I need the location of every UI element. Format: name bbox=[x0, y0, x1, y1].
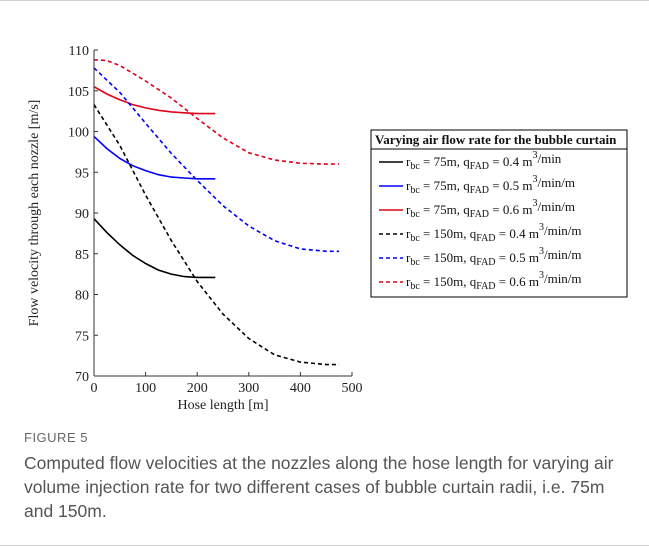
top-rule bbox=[0, 0, 649, 1]
axes: 0 100 200 300 400 500 70 75 80 85 90 95 100 105 110 Hos… bbox=[27, 44, 363, 413]
legend-entry-3: rbc = 75m, qFAD = 0.6 m3/min/m bbox=[406, 198, 575, 220]
series-line-5 bbox=[93, 67, 340, 253]
y-axis-label: Flow velocity through each nozzle [m/s] bbox=[27, 100, 42, 327]
legend: Varying air flow rate for the bubble cur… bbox=[370, 129, 628, 298]
x-tick-label: 300 bbox=[238, 381, 259, 396]
x-tick-label: 500 bbox=[342, 381, 363, 396]
series-line-4 bbox=[93, 104, 340, 366]
y-tick-label: 110 bbox=[69, 44, 89, 59]
legend-entry-4: rbc = 150m, qFAD = 0.4 m3/min/m bbox=[406, 222, 582, 244]
y-tick-label: 95 bbox=[75, 166, 89, 181]
y-tick-label: 80 bbox=[75, 289, 89, 304]
legend-title: Varying air flow rate for the bubble cur… bbox=[375, 132, 617, 147]
x-tick-label: 100 bbox=[135, 381, 156, 396]
series-line-2 bbox=[93, 135, 216, 180]
legend-entry-1: rbc = 75m, qFAD = 0.4 m3/min bbox=[406, 150, 562, 172]
y-tick-label: 100 bbox=[68, 126, 89, 141]
series-line-1 bbox=[93, 218, 216, 279]
legend-entry-6: rbc = 150m, qFAD = 0.6 m3/min/m bbox=[406, 270, 582, 292]
x-axis-label: Hose length [m] bbox=[178, 398, 269, 413]
legend-entry-2: rbc = 75m, qFAD = 0.5 m3/min/m bbox=[406, 174, 575, 196]
y-tick-label: 85 bbox=[75, 248, 89, 263]
series-line-6 bbox=[93, 59, 340, 165]
legend-box bbox=[370, 129, 628, 298]
x-tick-label: 400 bbox=[290, 381, 311, 396]
figure-label: FIGURE 5 bbox=[24, 430, 88, 445]
plot-area bbox=[93, 59, 340, 366]
x-tick-label: 0 bbox=[91, 381, 98, 396]
figure-caption: Computed flow velocities at the nozzles … bbox=[24, 453, 614, 521]
y-tick-label: 90 bbox=[75, 207, 89, 222]
y-tick-label: 75 bbox=[75, 329, 89, 344]
x-tick-label: 200 bbox=[187, 381, 208, 396]
y-tick-label: 105 bbox=[68, 85, 89, 100]
series-line-3 bbox=[93, 86, 216, 115]
y-tick-label: 70 bbox=[75, 370, 89, 385]
flow-velocity-chart: 0 100 200 300 400 500 70 75 80 85 90 95 100 105 110 Hos… bbox=[27, 44, 628, 413]
legend-entry-5: rbc = 150m, qFAD = 0.5 m3/min/m bbox=[406, 246, 582, 268]
